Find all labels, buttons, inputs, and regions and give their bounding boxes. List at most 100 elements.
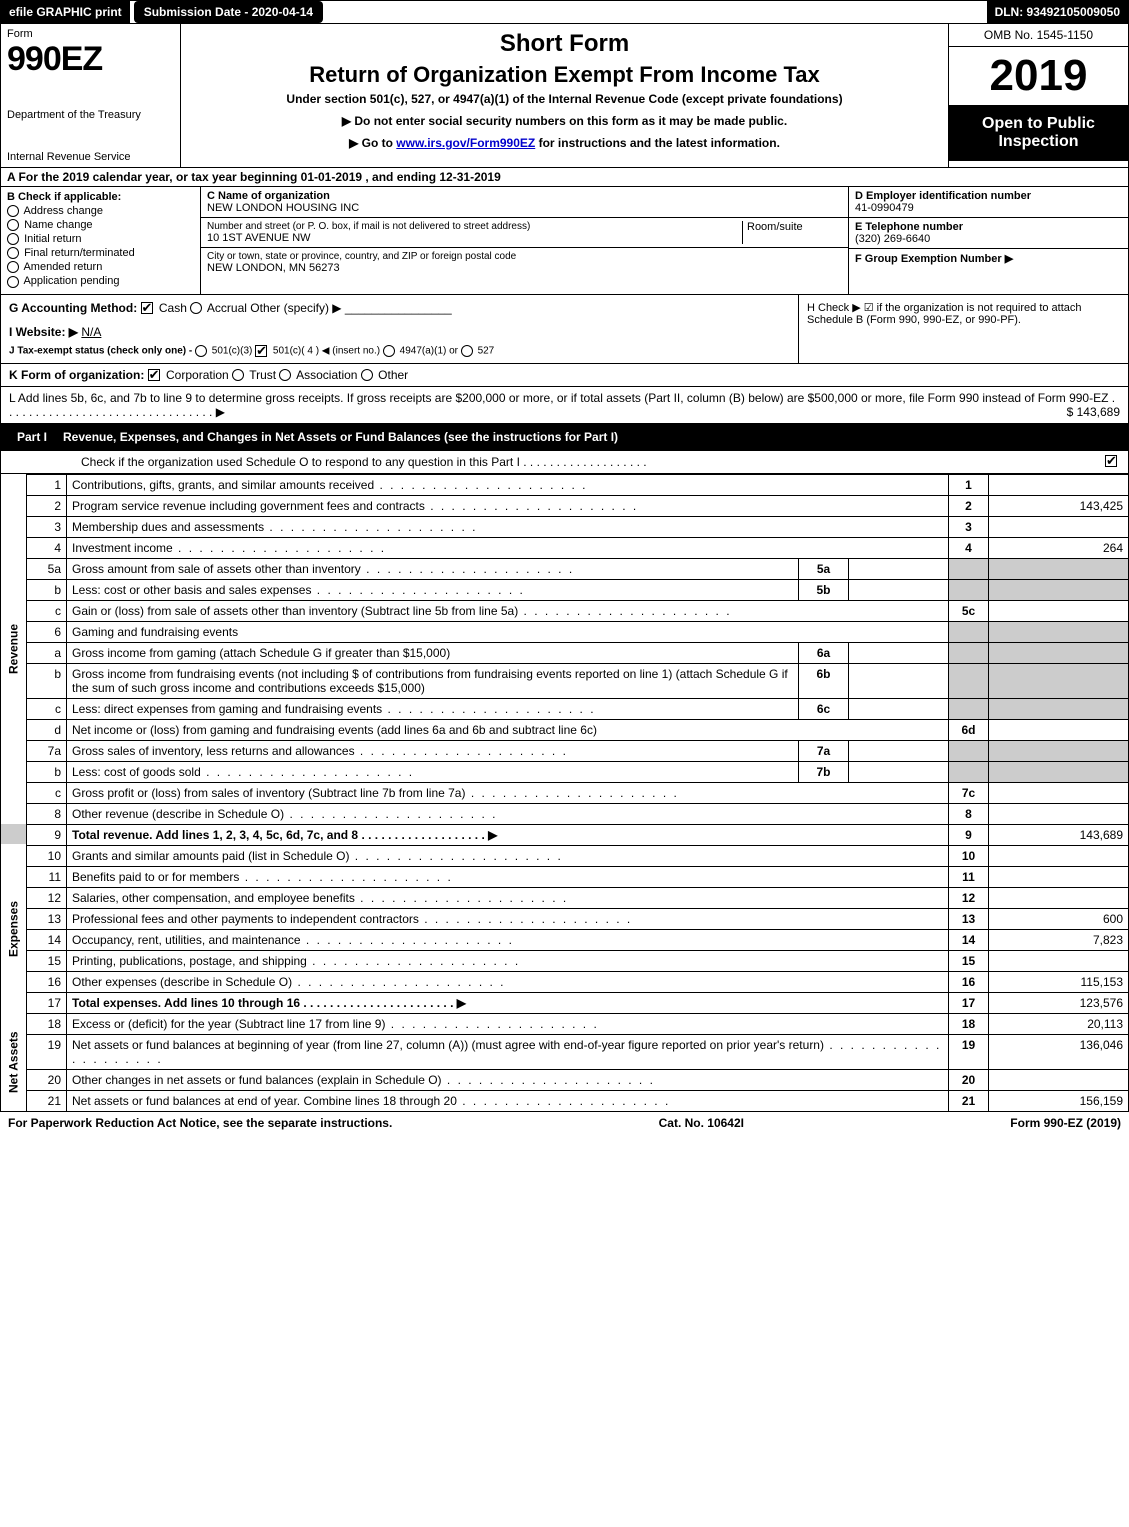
chk-initial-return[interactable]: Initial return [7, 233, 194, 245]
footer-left: For Paperwork Reduction Act Notice, see … [8, 1116, 392, 1130]
table-row: 3 Membership dues and assessments 3 [1, 516, 1129, 537]
ein-val: 41-0990479 [855, 202, 1122, 214]
k-corp[interactable] [148, 369, 160, 381]
l-amount: $ 143,689 [1067, 405, 1120, 419]
table-row: c Less: direct expenses from gaming and … [1, 698, 1129, 719]
table-row: b Less: cost of goods sold 7b [1, 761, 1129, 782]
table-row: a Gross income from gaming (attach Sched… [1, 642, 1129, 663]
chk-accrual[interactable] [190, 302, 202, 314]
block-d: D Employer identification number 41-0990… [848, 187, 1128, 294]
dln: DLN: 93492105009050 [987, 1, 1128, 23]
k-assoc[interactable] [279, 369, 291, 381]
footer-mid: Cat. No. 10642I [392, 1116, 1010, 1130]
header-left: Form 990EZ Department of the Treasury In… [1, 24, 181, 167]
g-row: G Accounting Method: Cash Accrual Other … [9, 301, 790, 315]
j-row: J Tax-exempt status (check only one) - 5… [9, 345, 790, 357]
table-row: 19 Net assets or fund balances at beginn… [1, 1034, 1129, 1069]
part1-schedule-o-check[interactable] [1105, 455, 1117, 467]
tax-year: 2019 [949, 47, 1128, 105]
chk-address-change[interactable]: Address change [7, 205, 194, 217]
phone-val: (320) 269-6640 [855, 233, 1122, 245]
table-row: b Less: cost or other basis and sales ex… [1, 579, 1129, 600]
top-bar: efile GRAPHIC print Submission Date - 20… [0, 0, 1129, 24]
block-b: B Check if applicable: Address change Na… [1, 187, 201, 294]
j-501c[interactable] [255, 345, 267, 357]
f-group: F Group Exemption Number ▶ [849, 249, 1128, 268]
table-row: 21 Net assets or fund balances at end of… [1, 1090, 1129, 1111]
block-bcd: B Check if applicable: Address change Na… [0, 187, 1129, 295]
i-row: I Website: ▶ N/A [9, 325, 790, 339]
k-other[interactable] [361, 369, 373, 381]
j-label: J Tax-exempt status (check only one) - [9, 345, 192, 356]
gh-left: G Accounting Method: Cash Accrual Other … [1, 295, 798, 363]
form-title: Return of Organization Exempt From Incom… [189, 62, 940, 88]
short-form-title: Short Form [189, 30, 940, 58]
i-label: I Website: ▶ [9, 325, 78, 339]
table-row: d Net income or (loss) from gaming and f… [1, 719, 1129, 740]
header-center: Short Form Return of Organization Exempt… [181, 24, 948, 167]
table-row: 14 Occupancy, rent, utilities, and maint… [1, 929, 1129, 950]
ln-desc: Contributions, gifts, grants, and simila… [67, 474, 949, 495]
c-addr-cell: Number and street (or P. O. box, if mail… [201, 218, 848, 248]
j-527[interactable] [461, 345, 473, 357]
form-subtitle: Under section 501(c), 527, or 4947(a)(1)… [189, 92, 940, 106]
j-501c3[interactable] [195, 345, 207, 357]
row-k: K Form of organization: Corporation Trus… [0, 364, 1129, 387]
part1-title: Revenue, Expenses, and Changes in Net As… [63, 430, 618, 444]
j-4947[interactable] [383, 345, 395, 357]
revenue-table: Revenue 1 Contributions, gifts, grants, … [0, 474, 1129, 1112]
note2-pre: ▶ Go to [349, 136, 396, 150]
table-row: 16 Other expenses (describe in Schedule … [1, 971, 1129, 992]
table-row: 8 Other revenue (describe in Schedule O)… [1, 803, 1129, 824]
k-label: K Form of organization: [9, 368, 144, 382]
b-label: B Check if applicable: [7, 191, 194, 203]
table-row: 6 Gaming and fundraising events [1, 621, 1129, 642]
org-name: NEW LONDON HOUSING INC [207, 202, 842, 214]
table-row: 2 Program service revenue including gove… [1, 495, 1129, 516]
footer-right: Form 990-EZ (2019) [1010, 1116, 1121, 1130]
table-row: 12 Salaries, other compensation, and emp… [1, 887, 1129, 908]
table-row: Net Assets 18 Excess or (deficit) for th… [1, 1013, 1129, 1034]
table-row: 20 Other changes in net assets or fund b… [1, 1069, 1129, 1090]
page-footer: For Paperwork Reduction Act Notice, see … [0, 1112, 1129, 1134]
e-label: E Telephone number [855, 221, 1122, 233]
c-label: C Name of organization [207, 190, 842, 202]
chk-amended[interactable]: Amended return [7, 261, 194, 273]
chk-pending[interactable]: Application pending [7, 275, 194, 287]
addr-label: Number and street (or P. O. box, if mail… [207, 221, 742, 232]
table-row: 15 Printing, publications, postage, and … [1, 950, 1129, 971]
ln-no: 1 [27, 474, 67, 495]
table-row: 9 Total revenue. Add lines 1, 2, 3, 4, 5… [1, 824, 1129, 845]
row-l: L Add lines 5b, 6c, and 7b to line 9 to … [0, 387, 1129, 424]
chk-final-return[interactable]: Final return/terminated [7, 247, 194, 259]
ln-ref: 1 [949, 474, 989, 495]
chk-name-change[interactable]: Name change [7, 219, 194, 231]
g-other: Other (specify) ▶ [250, 301, 341, 315]
revenue-label: Revenue [1, 474, 27, 824]
submission-date: Submission Date - 2020-04-14 [134, 1, 323, 23]
department: Department of the Treasury [7, 109, 174, 121]
city-val: NEW LONDON, MN 56273 [207, 262, 842, 274]
part1-check-text: Check if the organization used Schedule … [81, 455, 647, 469]
ln-amt [989, 474, 1129, 495]
efile-print[interactable]: efile GRAPHIC print [1, 1, 130, 23]
e-phone: E Telephone number (320) 269-6640 [849, 218, 1128, 249]
table-row: 7a Gross sales of inventory, less return… [1, 740, 1129, 761]
chk-cash[interactable] [141, 302, 153, 314]
form-number: 990EZ [7, 40, 174, 79]
d-label: D Employer identification number [855, 190, 1122, 202]
table-row: b Gross income from fundraising events (… [1, 663, 1129, 698]
table-row: c Gain or (loss) from sale of assets oth… [1, 600, 1129, 621]
table-row: 5a Gross amount from sale of assets othe… [1, 558, 1129, 579]
room-suite: Room/suite [742, 221, 842, 244]
c-city-cell: City or town, state or province, country… [201, 248, 848, 277]
form-label: Form [7, 28, 174, 40]
g-label: G Accounting Method: [9, 301, 137, 315]
table-row: Expenses 10 Grants and similar amounts p… [1, 845, 1129, 866]
irs-link[interactable]: www.irs.gov/Form990EZ [396, 136, 535, 150]
f-label: F Group Exemption Number ▶ [855, 252, 1122, 265]
k-trust[interactable] [232, 369, 244, 381]
header-right: OMB No. 1545-1150 2019 Open to Public In… [948, 24, 1128, 167]
table-row: 13 Professional fees and other payments … [1, 908, 1129, 929]
block-c: C Name of organization NEW LONDON HOUSIN… [201, 187, 848, 294]
